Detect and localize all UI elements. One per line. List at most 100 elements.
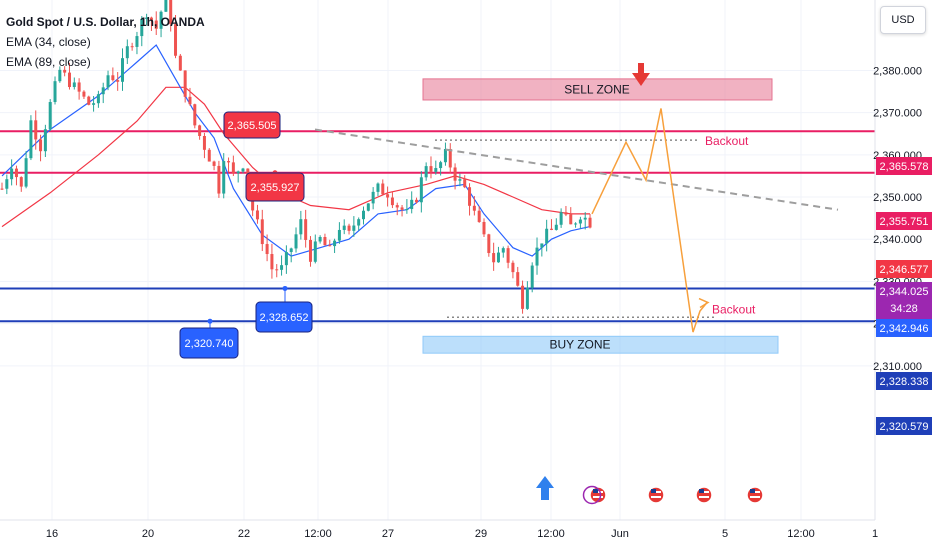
price-tag[interactable] [876,212,932,230]
price-callout-label: 2,365.505 [228,120,277,132]
candle-body [48,102,52,130]
candle-body [549,228,553,230]
candle-body [308,239,312,262]
ema89-legend[interactable]: EMA (89, close) [6,55,91,69]
candle-body [241,168,245,172]
candle-body [53,81,57,103]
candle-body [58,69,62,82]
down-arrow-icon [632,63,650,86]
candle-body [82,91,86,97]
candle-body [482,221,486,235]
candle-body [496,252,500,263]
candle-body [14,168,18,178]
candle-body [207,149,211,162]
flag-stripe [699,496,709,498]
candle-body [149,17,153,21]
price-callout[interactable] [223,111,281,139]
projection-path[interactable] [591,108,708,333]
candle-body [188,96,192,105]
x-tick-label: 12:00 [787,528,815,540]
candle-body [439,162,443,169]
candle-body [29,120,33,159]
candle-body [183,70,187,97]
price-callout[interactable] [245,172,305,202]
flag-stripe [593,496,603,498]
candle-body [101,87,105,95]
candle-body [559,212,563,225]
candle-body [174,24,178,56]
x-tick-label: 1 [872,528,878,540]
price-tag[interactable] [876,260,932,278]
price-tag[interactable] [876,157,932,175]
price-callout[interactable] [179,327,239,359]
candle-body [443,148,447,163]
candle-body [564,212,568,215]
candle-body [487,234,491,254]
event-group-icon[interactable] [582,485,602,505]
price-tag[interactable] [876,417,932,435]
candle-body [530,265,534,288]
candle-body [255,210,259,220]
price-tag[interactable] [876,372,932,390]
trendline[interactable] [314,128,839,211]
candle-body [10,168,14,180]
candle-body [492,253,496,263]
candle-body [19,177,23,187]
candle-body [342,225,346,230]
candle-body [140,18,144,37]
candle-body [521,285,525,309]
x-tick-label: 22 [238,528,250,540]
y-tick-label: 2,310.000 [873,361,922,373]
candle-body [381,183,385,195]
candle-body [164,0,168,12]
candle-body [145,17,149,19]
candle-body [337,229,341,241]
flag-canton [651,489,656,493]
candle-body [540,243,544,248]
time-axis[interactable]: 16 20 22 12:00 27 29 12:00 Jun 5 12:00 1 [0,519,878,540]
candle-body [352,225,356,231]
candle-body [87,96,91,105]
price-callout[interactable] [255,301,313,333]
price-tag-label: 2,346.577 [880,264,929,276]
candle-body [574,223,578,225]
projection-arrow-head [698,297,710,309]
x-tick-label: 12:00 [537,528,565,540]
candlestick-series [0,0,592,314]
flag-stripe [651,496,661,498]
ema34-legend[interactable]: EMA (34, close) [6,35,91,49]
symbol-title[interactable]: Gold Spot / U.S. Dollar, 1h, OANDA [6,15,205,29]
candle-body [569,214,573,225]
sell-zone[interactable] [422,78,773,101]
candle-body [554,224,558,230]
candle-body [178,55,182,71]
currency-button[interactable]: USD [880,6,926,34]
price-callout-label: 2,355.927 [251,182,300,194]
candle-body [135,36,139,47]
buy-zone[interactable] [422,335,779,354]
candle-body [169,0,173,25]
candle-body [405,209,409,211]
candle-body [501,248,505,253]
price-callout-label: 2,328.652 [260,312,309,324]
candle-body [130,46,134,48]
candle-body [236,171,240,174]
candle-body [376,183,380,192]
candle-body [511,262,515,273]
candle-body [583,217,587,220]
candle-body [588,217,592,228]
price-tag[interactable] [876,282,932,322]
price-tag-label: 2,328.338 [880,376,929,388]
price-tag-label: 2,320.579 [880,421,929,433]
candle-body [333,240,337,247]
candle-body [289,248,293,253]
candle-body [525,287,529,309]
candle-body [304,219,308,240]
chart-legend: Gold Spot / U.S. Dollar, 1h, OANDA EMA (… [6,12,205,72]
candle-body [106,75,110,88]
up-arrow-icon [536,476,554,500]
candle-body [0,188,4,190]
price-tag[interactable] [876,319,932,337]
x-tick-label: 16 [46,528,58,540]
